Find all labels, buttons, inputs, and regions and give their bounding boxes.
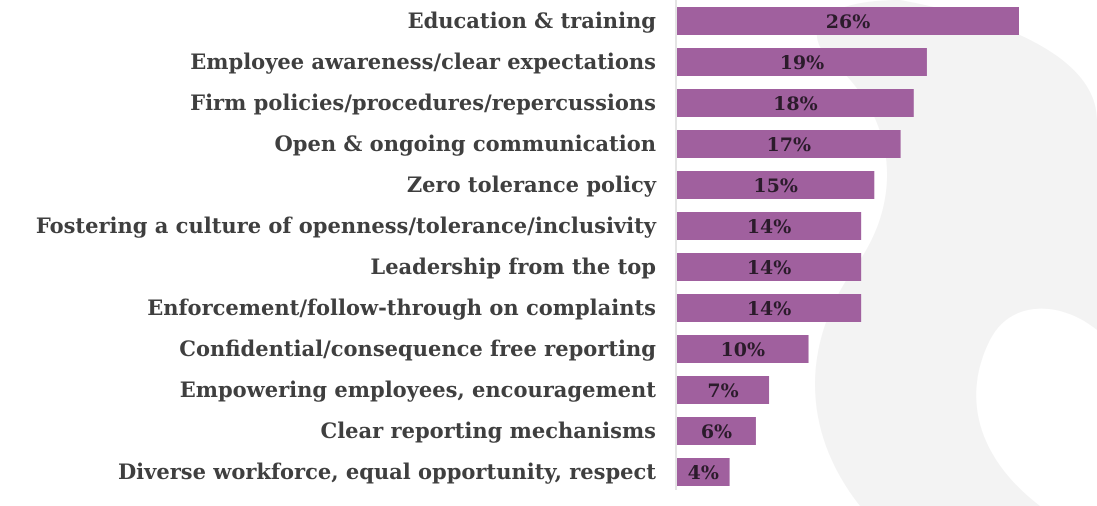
bar-3 [677,130,901,158]
bar-7 [677,294,862,322]
bar-9 [677,376,770,404]
bar-1 [677,48,927,76]
bars-group [677,7,1019,486]
value-labels-group: 26%19% 18% 17% 15% 14% 14% 14% 10% 7% 6% 4% [688,11,871,484]
category-labels-group: Education & training Employee awareness/c… [36,8,657,484]
value-label-8: 10% [721,339,766,361]
category-label-9: Empowering employees, encouragement [180,377,657,402]
category-label-7: Enforcement/follow-through on complaints [147,295,656,320]
value-label-2: 18% [773,93,818,115]
category-label-8: Confidential/consequence free reporting [179,336,656,361]
bar-4 [677,171,875,199]
value-label-10: 6% [701,421,732,443]
category-label-6: Leadership from the top [370,254,656,279]
bar-8 [677,335,809,363]
bar-11 [677,458,730,486]
value-label-9: 7% [707,380,738,402]
background-swoosh [815,0,1097,506]
category-label-10: Clear reporting mechanisms [320,418,656,443]
value-label-0: 26% [826,11,871,33]
category-label-11: Diverse workforce, equal opportunity, re… [118,459,656,484]
category-label-0: Education & training [408,8,657,33]
swoosh-shape [815,0,1097,506]
value-label-3: 17% [767,134,812,156]
category-label-5: Fostering a culture of openness/toleranc… [36,213,657,238]
bar-0 [677,7,1019,35]
category-label-2: Firm policies/procedures/repercussions [190,90,656,115]
category-label-1: Employee awareness/clear expectations [190,49,656,74]
bar-10 [677,417,756,445]
value-label-6: 14% [747,257,792,279]
value-label-5: 14% [747,216,792,238]
value-label-11: 4% [688,462,719,484]
bar-2 [677,89,914,117]
bar-6 [677,253,862,281]
value-label-1: 19% [780,52,825,74]
category-label-4: Zero tolerance policy [407,172,657,197]
category-label-3: Open & ongoing communication [275,131,657,156]
value-label-7: 14% [747,298,792,320]
bar-5 [677,212,862,240]
value-label-4: 15% [753,175,798,197]
